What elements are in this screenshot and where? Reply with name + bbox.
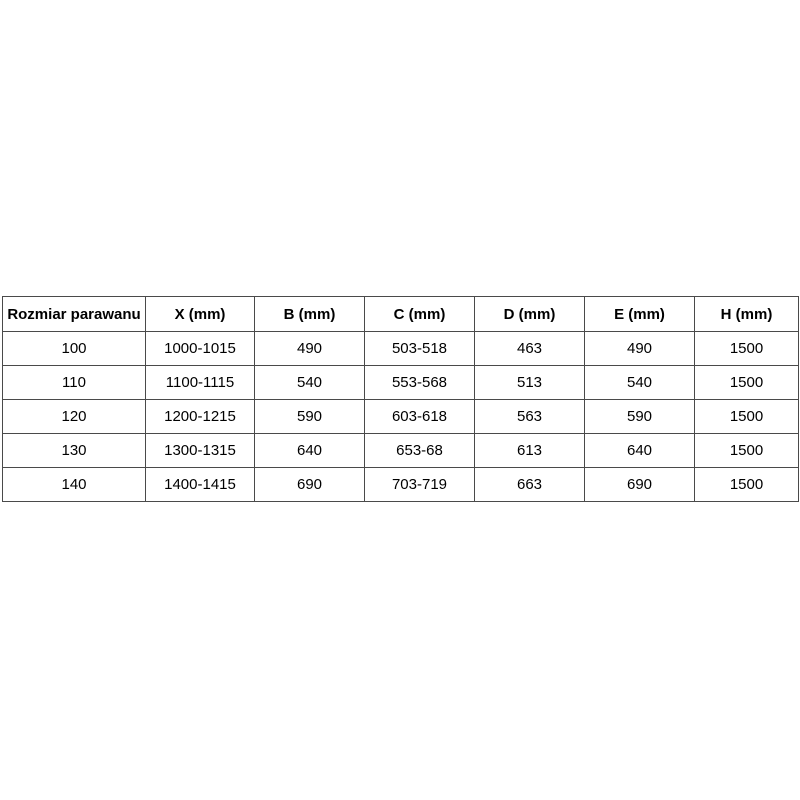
- table-cell: 490: [254, 331, 365, 366]
- table-cell: 140: [2, 467, 146, 502]
- table-cell: 130: [2, 433, 146, 468]
- table-cell: 120: [2, 399, 146, 434]
- table-cell: 100: [2, 331, 146, 366]
- table-cell: 563: [474, 399, 585, 434]
- table-cell: 553-568: [364, 365, 475, 400]
- table-cell: 1100-1115: [145, 365, 255, 400]
- table-row: 140 1400-1415 690 703-719 663 690 1500: [2, 467, 799, 502]
- header-row: Rozmiar parawanu X (mm) B (mm) C (mm) D …: [2, 296, 799, 332]
- table-cell: 690: [254, 467, 365, 502]
- table-cell: 703-719: [364, 467, 475, 502]
- column-header-e: E (mm): [584, 296, 695, 332]
- table-row: 130 1300-1315 640 653-68 613 640 1500: [2, 433, 799, 468]
- table-cell: 1500: [694, 433, 799, 468]
- column-header-c: C (mm): [364, 296, 475, 332]
- table-cell: 590: [254, 399, 365, 434]
- table-cell: 513: [474, 365, 585, 400]
- table-cell: 613: [474, 433, 585, 468]
- table-cell: 1500: [694, 399, 799, 434]
- column-header-d: D (mm): [474, 296, 585, 332]
- table-cell: 663: [474, 467, 585, 502]
- table-cell: 490: [584, 331, 695, 366]
- table-row: 100 1000-1015 490 503-518 463 490 1500: [2, 331, 799, 366]
- table-cell: 653-68: [364, 433, 475, 468]
- table-cell: 1500: [694, 365, 799, 400]
- column-header-h: H (mm): [694, 296, 799, 332]
- table-cell: 110: [2, 365, 146, 400]
- table-cell: 503-518: [364, 331, 475, 366]
- table-cell: 603-618: [364, 399, 475, 434]
- table-cell: 1500: [694, 331, 799, 366]
- table-cell: 463: [474, 331, 585, 366]
- dimensions-table: Rozmiar parawanu X (mm) B (mm) C (mm) D …: [2, 296, 799, 502]
- table-row: 120 1200-1215 590 603-618 563 590 1500: [2, 399, 799, 434]
- column-header-x: X (mm): [145, 296, 255, 332]
- table-cell: 1200-1215: [145, 399, 255, 434]
- table-cell: 540: [584, 365, 695, 400]
- table-cell: 1300-1315: [145, 433, 255, 468]
- table-row: 110 1100-1115 540 553-568 513 540 1500: [2, 365, 799, 400]
- column-header-b: B (mm): [254, 296, 365, 332]
- table-cell: 690: [584, 467, 695, 502]
- table-cell: 640: [584, 433, 695, 468]
- table-cell: 640: [254, 433, 365, 468]
- table-cell: 540: [254, 365, 365, 400]
- column-header-rozmiar: Rozmiar parawanu: [2, 296, 146, 332]
- table-cell: 1000-1015: [145, 331, 255, 366]
- table-cell: 590: [584, 399, 695, 434]
- table-cell: 1400-1415: [145, 467, 255, 502]
- table-cell: 1500: [694, 467, 799, 502]
